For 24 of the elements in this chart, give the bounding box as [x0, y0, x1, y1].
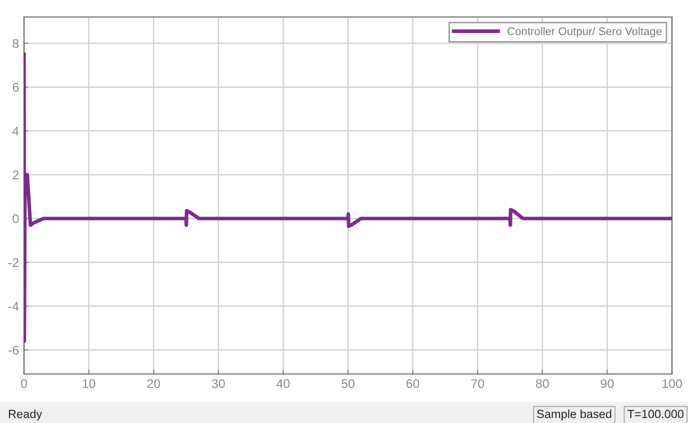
x-tick-label: 100	[662, 379, 682, 388]
x-tick-label: 60	[406, 379, 420, 388]
y-tick-label: -2	[8, 258, 19, 267]
x-tick-label: 70	[471, 379, 484, 388]
text: Sample based	[537, 409, 612, 421]
y-tick-label: 8	[12, 39, 19, 48]
y-tick-label: 4	[12, 126, 19, 136]
line-series	[24, 52, 672, 343]
x-tick-label: 90	[600, 379, 614, 388]
x-tick-label: 40	[276, 379, 290, 388]
x-tick-label: 80	[536, 379, 549, 388]
legend-label: Controller Outpur/ Sero Voltage	[508, 27, 662, 38]
x-tick-label: 50	[342, 379, 354, 388]
text: T=100.000	[627, 410, 684, 418]
y-tick-label: 0	[12, 214, 19, 224]
y-tick-label: -4	[8, 302, 19, 311]
y-tick-label: 6	[12, 82, 19, 92]
x-tick-label: 0	[21, 379, 27, 388]
y-tick-label: -6	[8, 346, 19, 355]
x-tick-label: 20	[147, 379, 160, 388]
x-tick-label: 30	[212, 379, 225, 388]
x-tick-label: 10	[82, 379, 96, 388]
y-tick-label: 2	[12, 170, 19, 180]
text: Ready	[8, 409, 42, 421]
